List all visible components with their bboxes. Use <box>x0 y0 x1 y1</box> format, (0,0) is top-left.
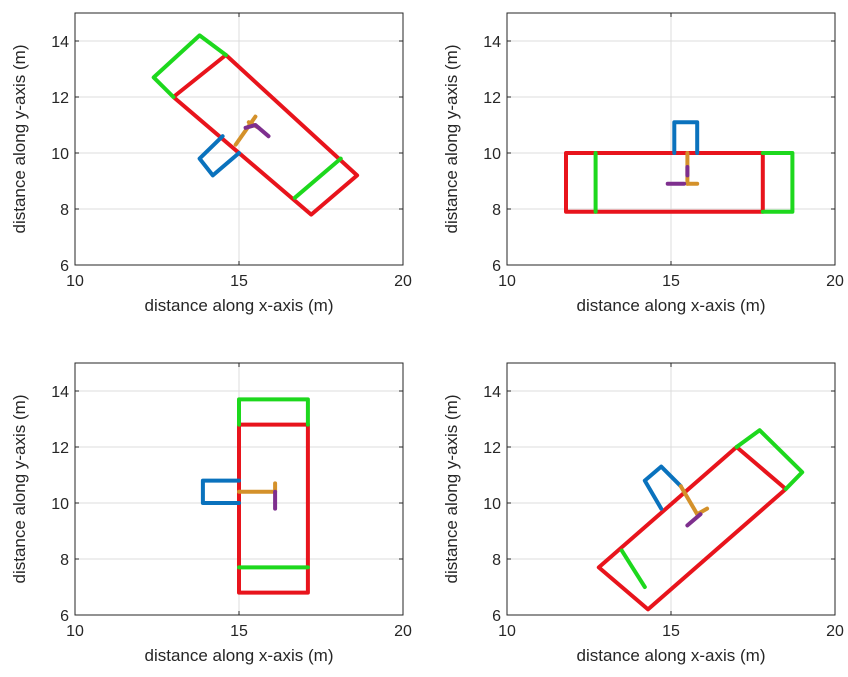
shape-2 <box>151 33 228 99</box>
y-tick-label: 10 <box>51 496 69 513</box>
y-tick-label: 8 <box>60 552 69 569</box>
x-tick-label: 15 <box>662 273 680 290</box>
shape-2 <box>619 548 647 589</box>
y-tick-label: 10 <box>483 496 501 513</box>
shape-4 <box>200 478 241 505</box>
y-tick-label: 6 <box>492 608 501 625</box>
y-tick-label: 8 <box>492 202 501 219</box>
shape-5 <box>678 484 700 517</box>
shape-3 <box>760 151 795 214</box>
x-tick-label: 15 <box>230 623 248 640</box>
shape-3 <box>734 428 805 491</box>
y-tick-label: 10 <box>483 146 501 163</box>
x-axis-label: distance along x-axis (m) <box>145 646 334 665</box>
x-tick-label: 10 <box>498 273 516 290</box>
shape-7 <box>243 123 271 139</box>
subplot-3: 10 15 20 6 8 10 12 14 distance along x-axis (m) d… <box>10 362 412 665</box>
x-tick-label: 15 <box>230 273 248 290</box>
x-tick-label: 10 <box>66 273 84 290</box>
y-tick-label: 12 <box>483 440 501 457</box>
shape-4 <box>642 464 683 511</box>
x-tick-label: 10 <box>66 623 84 640</box>
y-tick-label: 14 <box>51 34 69 51</box>
x-tick-label: 10 <box>498 623 516 640</box>
shape-5 <box>233 114 258 147</box>
y-tick-label: 6 <box>492 258 501 275</box>
y-tick-label: 8 <box>492 552 501 569</box>
x-tick-label: 20 <box>826 623 844 640</box>
y-axis-label: distance along y-axis (m) <box>10 45 29 234</box>
shape-3 <box>292 156 343 200</box>
subplot-4: 10 15 20 6 8 10 12 14 distance along x-axis (m) d… <box>442 362 844 665</box>
x-tick-label: 20 <box>394 623 412 640</box>
subplot-2: 10 15 20 6 8 10 12 14 distance along x-axis (m) d… <box>442 12 844 315</box>
y-axis-label: distance along y-axis (m) <box>442 395 461 584</box>
y-tick-label: 12 <box>51 90 69 107</box>
shape-4 <box>672 120 700 155</box>
y-axis-label: distance along y-axis (m) <box>10 395 29 584</box>
y-tick-label: 12 <box>51 440 69 457</box>
x-axis-label: distance along x-axis (m) <box>145 296 334 315</box>
x-axis-label: distance along x-axis (m) <box>577 646 766 665</box>
y-tick-label: 10 <box>51 146 69 163</box>
shape-1 <box>171 53 360 217</box>
y-tick-label: 14 <box>51 384 69 401</box>
shape-2 <box>237 397 310 427</box>
shape-4 <box>197 134 241 178</box>
x-tick-label: 20 <box>394 273 412 290</box>
y-axis-label: distance along y-axis (m) <box>442 45 461 234</box>
y-tick-label: 14 <box>483 34 501 51</box>
y-tick-label: 6 <box>60 258 69 275</box>
x-tick-label: 20 <box>826 273 844 290</box>
y-tick-label: 14 <box>483 384 501 401</box>
shape-7 <box>685 512 703 528</box>
y-tick-label: 12 <box>483 90 501 107</box>
x-axis-label: distance along x-axis (m) <box>577 296 766 315</box>
y-tick-label: 8 <box>60 202 69 219</box>
y-tick-label: 6 <box>60 608 69 625</box>
x-tick-label: 15 <box>662 623 680 640</box>
subplot-1: 10 15 20 6 8 10 12 14 distance along x-axis (m) d… <box>10 12 412 315</box>
